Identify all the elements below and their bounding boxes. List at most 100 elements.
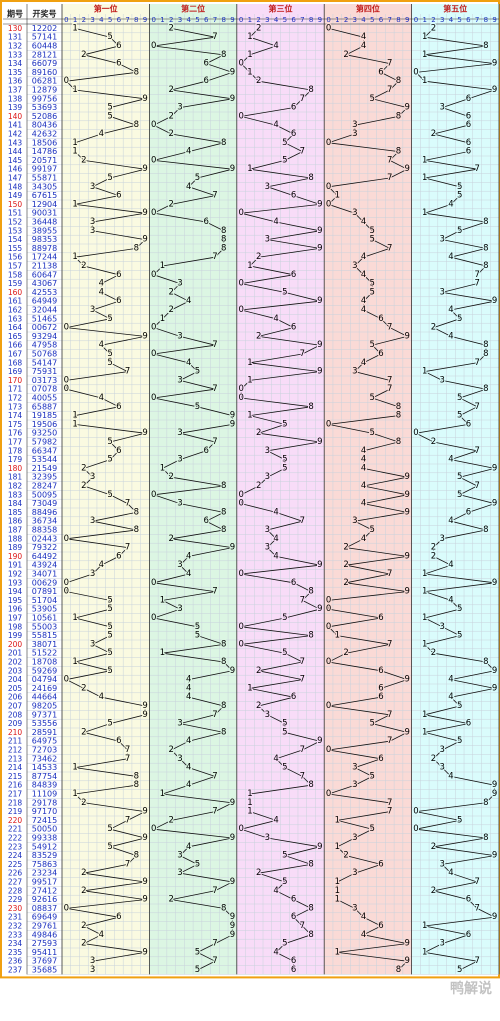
draw-number-label: 93294 bbox=[32, 332, 57, 341]
series-point-position-5: 2 bbox=[431, 437, 436, 447]
digit-header-label: 2 bbox=[169, 16, 173, 24]
series-point-position-2: 4 bbox=[186, 736, 191, 746]
series-point-position-3: 9 bbox=[317, 437, 322, 447]
series-point-position-4: 3 bbox=[352, 780, 357, 790]
series-point-position-4: 0 bbox=[326, 23, 331, 33]
series-point-position-3: 1 bbox=[247, 67, 252, 77]
issue-number-label: 225 bbox=[8, 860, 23, 869]
series-point-position-3: 3 bbox=[265, 182, 270, 192]
digit-header-label: 6 bbox=[117, 16, 122, 24]
digit-header-label: 7 bbox=[300, 16, 304, 24]
draw-number-label: 10561 bbox=[32, 614, 57, 623]
series-point-position-3: 4 bbox=[273, 217, 278, 227]
series-point-position-2: 0 bbox=[151, 613, 156, 623]
series-point-position-3: 5 bbox=[282, 719, 287, 729]
draw-number-label: 36448 bbox=[32, 218, 57, 227]
position-1-title: 第一位 bbox=[94, 4, 118, 14]
series-point-position-2: 5 bbox=[195, 965, 200, 975]
draw-number-label: 29178 bbox=[32, 798, 57, 807]
digit-header-label: 2 bbox=[431, 16, 435, 24]
series-point-position-5: 8 bbox=[483, 340, 488, 350]
series-point-position-5: 5 bbox=[457, 314, 462, 324]
issue-number-label: 180 bbox=[8, 464, 23, 473]
series-point-position-3: 5 bbox=[282, 763, 287, 773]
series-point-position-2: 0 bbox=[151, 349, 156, 359]
series-point-position-1: 5 bbox=[107, 173, 112, 183]
series-point-position-5: 2 bbox=[431, 551, 436, 561]
series-point-position-3: 4 bbox=[273, 947, 278, 957]
series-point-position-2: 2 bbox=[169, 305, 174, 315]
series-point-position-1: 8 bbox=[134, 851, 139, 861]
series-point-position-3: 0 bbox=[238, 490, 243, 500]
draw-number-label: 98205 bbox=[32, 702, 57, 711]
digit-header-label: 6 bbox=[466, 16, 471, 24]
series-point-position-1: 5 bbox=[107, 648, 112, 658]
series-point-position-4: 3 bbox=[352, 129, 357, 139]
series-point-position-1: 5 bbox=[107, 631, 112, 641]
issue-number-label: 206 bbox=[8, 693, 23, 702]
series-point-position-2: 9 bbox=[230, 94, 235, 104]
series-point-position-3: 8 bbox=[308, 173, 313, 183]
series-point-position-3: 2 bbox=[256, 252, 261, 262]
series-point-position-5: 3 bbox=[439, 534, 444, 544]
series-point-position-2: 5 bbox=[195, 367, 200, 377]
series-point-position-4: 4 bbox=[361, 32, 366, 42]
issue-number-label: 213 bbox=[8, 754, 23, 763]
series-point-position-5: 1 bbox=[422, 947, 427, 957]
digit-header-label: 4 bbox=[361, 16, 366, 24]
series-point-position-3: 9 bbox=[317, 226, 322, 236]
draw-number-label: 55871 bbox=[32, 174, 57, 183]
issue-number-label: 182 bbox=[8, 482, 23, 491]
series-point-position-2: 7 bbox=[212, 32, 217, 42]
issue-number-label: 151 bbox=[8, 209, 23, 218]
series-point-position-1: 8 bbox=[134, 507, 139, 517]
issue-number-label: 230 bbox=[8, 904, 23, 913]
issue-number-label: 159 bbox=[8, 279, 23, 288]
series-point-position-5: 4 bbox=[448, 868, 453, 878]
series-point-position-5: 3 bbox=[439, 235, 444, 245]
series-point-position-5: 6 bbox=[466, 147, 471, 157]
series-point-position-3: 1 bbox=[247, 798, 252, 808]
digit-header-label: 0 bbox=[414, 16, 418, 24]
digit-header-label: 3 bbox=[440, 16, 444, 24]
issue-number-label: 202 bbox=[8, 658, 23, 667]
series-line-position-1 bbox=[65, 28, 147, 970]
series-point-position-5: 4 bbox=[448, 455, 453, 465]
series-point-position-4: 6 bbox=[378, 859, 383, 869]
issue-number-label: 140 bbox=[8, 112, 23, 121]
series-point-position-4: 6 bbox=[378, 754, 383, 764]
series-point-position-4: 4 bbox=[361, 930, 366, 940]
series-point-position-3: 2 bbox=[256, 331, 261, 341]
series-point-position-1: 2 bbox=[81, 921, 86, 931]
draw-number-label: 64492 bbox=[32, 552, 57, 561]
draw-number-label: 51465 bbox=[32, 314, 57, 323]
series-point-position-5: 7 bbox=[474, 270, 479, 280]
series-point-position-2: 6 bbox=[203, 76, 208, 86]
series-point-position-5: 9 bbox=[492, 666, 497, 676]
draw-number-label: 38071 bbox=[32, 640, 57, 649]
issue-number-label: 212 bbox=[8, 746, 23, 755]
series-point-position-1: 2 bbox=[81, 50, 86, 60]
issue-number-label: 208 bbox=[8, 710, 23, 719]
digit-header-label: 3 bbox=[90, 16, 94, 24]
draw-number-label: 24169 bbox=[32, 684, 57, 693]
series-point-position-4: 5 bbox=[370, 94, 375, 104]
series-point-position-2: 1 bbox=[160, 314, 165, 324]
series-point-position-3: 6 bbox=[291, 129, 296, 139]
series-point-position-5: 3 bbox=[439, 375, 444, 385]
series-point-position-2: 4 bbox=[186, 551, 191, 561]
digit-header-label: 1 bbox=[248, 16, 252, 24]
issue-number-label: 203 bbox=[8, 666, 23, 675]
series-point-position-4: 9 bbox=[405, 939, 410, 949]
issue-number-label: 158 bbox=[8, 270, 23, 279]
series-point-position-2: 4 bbox=[186, 692, 191, 702]
digit-header-label: 6 bbox=[291, 16, 296, 24]
series-point-position-1: 9 bbox=[142, 947, 147, 957]
series-point-position-1: 8 bbox=[134, 67, 139, 77]
series-point-position-3: 0 bbox=[238, 824, 243, 834]
series-point-position-3: 4 bbox=[273, 815, 278, 825]
series-point-position-5: 6 bbox=[466, 895, 471, 905]
draw-number-label: 07891 bbox=[32, 587, 57, 596]
draw-number-label: 60647 bbox=[32, 270, 57, 279]
series-point-position-3: 6 bbox=[291, 965, 296, 975]
